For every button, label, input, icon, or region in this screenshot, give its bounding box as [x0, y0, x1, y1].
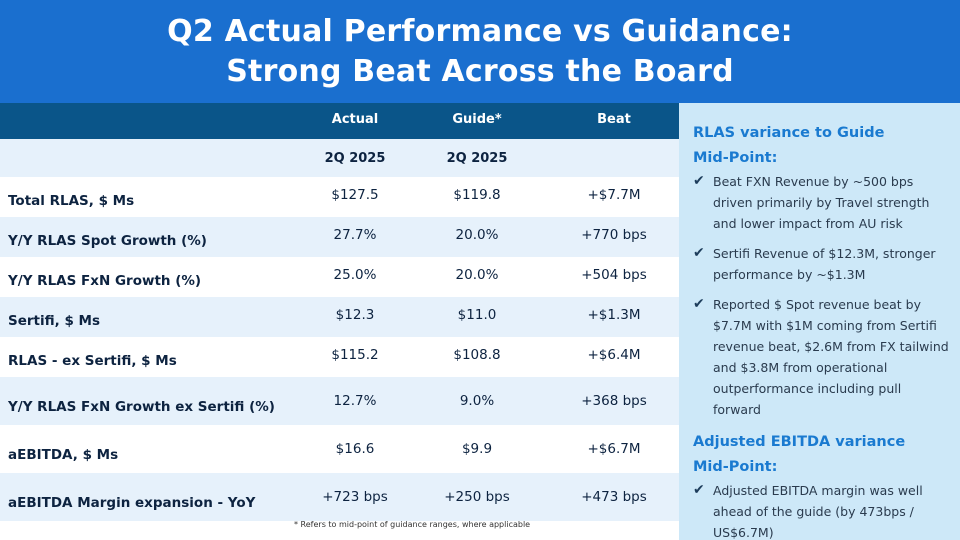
row-label: Total RLAS, $ Ms: [8, 193, 135, 209]
ebitda-title-line-2: Mid-Point:: [693, 459, 778, 475]
cell-guide: 9.0%: [459, 393, 495, 409]
cell-guide: $119.8: [453, 187, 501, 203]
row-label: Y/Y RLAS FxN Growth ex Sertifi (%): [8, 399, 275, 415]
cell-actual: 12.7%: [333, 393, 377, 409]
check-icon: ✔: [693, 245, 705, 261]
ebitda-bullet-list: ✔ Adjusted EBITDA margin was well ahead …: [693, 480, 952, 540]
bullet-text: Reported $ Spot revenue beat by $7.7M wi…: [713, 297, 949, 417]
cell-guide: 20.0%: [455, 267, 499, 283]
cell-beat: +368 bps: [581, 393, 647, 409]
row-label: aEBITDA Margin expansion - YoY: [8, 495, 256, 511]
cell-actual: $115.2: [331, 347, 379, 363]
subheader-actual: 2Q 2025: [324, 151, 386, 166]
check-icon: ✔: [693, 173, 705, 189]
cell-actual: +723 bps: [322, 489, 388, 505]
cell-beat: +$6.4M: [587, 347, 641, 363]
ebitda-section-title: Adjusted EBITDA variance Mid-Point:: [693, 430, 952, 480]
slide-title-line-1: Q2 Actual Performance vs Guidance:: [167, 13, 793, 49]
row-label: aEBITDA, $ Ms: [8, 447, 119, 463]
rlas-section-title: RLAS variance to Guide Mid-Point:: [693, 121, 952, 171]
cell-beat: +$1.3M: [587, 307, 641, 323]
table-row: Y/Y RLAS FxN Growth ex Sertifi (%) 12.7%…: [0, 377, 679, 425]
table-row: Y/Y RLAS FxN Growth (%) 25.0% 20.0% +504…: [0, 257, 679, 297]
header-beat: Beat: [597, 112, 631, 127]
header-actual: Actual: [331, 112, 379, 127]
table-subheader-row: 2Q 2025 2Q 2025: [0, 139, 679, 177]
cell-beat: +770 bps: [581, 227, 647, 243]
table-row: Y/Y RLAS Spot Growth (%) 27.7% 20.0% +77…: [0, 217, 679, 257]
table-header-row: Actual Guide* Beat: [0, 103, 679, 139]
cell-beat: +$6.7M: [587, 441, 641, 457]
table-row: Sertifi, $ Ms $12.3 $11.0 +$1.3M: [0, 297, 679, 337]
bullet-text: Beat FXN Revenue by ~500 bps driven prim…: [713, 174, 930, 231]
table-row: aEBITDA Margin expansion - YoY +723 bps …: [0, 473, 679, 521]
list-item: ✔ Reported $ Spot revenue beat by $7.7M …: [693, 294, 952, 420]
cell-beat: +473 bps: [581, 489, 647, 505]
commentary-panel: RLAS variance to Guide Mid-Point: ✔ Beat…: [679, 103, 960, 540]
row-label: Y/Y RLAS FxN Growth (%): [8, 273, 202, 289]
ebitda-title-line-1: Adjusted EBITDA variance: [693, 434, 906, 450]
cell-actual: 25.0%: [333, 267, 377, 283]
cell-actual: $127.5: [331, 187, 379, 203]
table-row: Total RLAS, $ Ms $127.5 $119.8 +$7.7M: [0, 177, 679, 217]
list-item: ✔ Sertifi Revenue of $12.3M, stronger pe…: [693, 243, 952, 285]
subheader-guide: 2Q 2025: [446, 151, 508, 166]
footnote: * Refers to mid-point of guidance ranges…: [294, 520, 531, 529]
cell-beat: +504 bps: [581, 267, 647, 283]
rlas-title-line-1: RLAS variance to Guide: [693, 125, 885, 141]
list-item: ✔ Adjusted EBITDA margin was well ahead …: [693, 480, 952, 540]
rlas-bullet-list: ✔ Beat FXN Revenue by ~500 bps driven pr…: [693, 171, 952, 420]
slide-title-line-2: Strong Beat Across the Board: [226, 53, 734, 89]
cell-guide: $108.8: [453, 347, 501, 363]
cell-guide: 20.0%: [455, 227, 499, 243]
cell-actual: $16.6: [335, 441, 375, 457]
slide-header: Q2 Actual Performance vs Guidance: Stron…: [0, 0, 960, 103]
table-row: aEBITDA, $ Ms $16.6 $9.9 +$6.7M: [0, 425, 679, 473]
cell-guide: $9.9: [461, 441, 493, 457]
rlas-title-line-2: Mid-Point:: [693, 150, 778, 166]
cell-guide: $11.0: [457, 307, 497, 323]
cell-actual: $12.3: [335, 307, 375, 323]
check-icon: ✔: [693, 296, 705, 312]
row-label: Y/Y RLAS Spot Growth (%): [8, 233, 207, 249]
check-icon: ✔: [693, 482, 705, 498]
row-label: Sertifi, $ Ms: [8, 313, 101, 329]
cell-guide: +250 bps: [444, 489, 510, 505]
header-guide: Guide*: [452, 112, 502, 127]
row-label: RLAS - ex Sertifi, $ Ms: [8, 353, 177, 369]
cell-beat: +$7.7M: [587, 187, 641, 203]
bullet-text: Adjusted EBITDA margin was well ahead of…: [713, 483, 923, 540]
bullet-text: Sertifi Revenue of $12.3M, stronger perf…: [713, 246, 936, 282]
list-item: ✔ Beat FXN Revenue by ~500 bps driven pr…: [693, 171, 952, 234]
table-row: RLAS - ex Sertifi, $ Ms $115.2 $108.8 +$…: [0, 337, 679, 377]
cell-actual: 27.7%: [333, 227, 377, 243]
performance-table: Actual Guide* Beat 2Q 2025 2Q 2025 Total…: [0, 103, 679, 521]
